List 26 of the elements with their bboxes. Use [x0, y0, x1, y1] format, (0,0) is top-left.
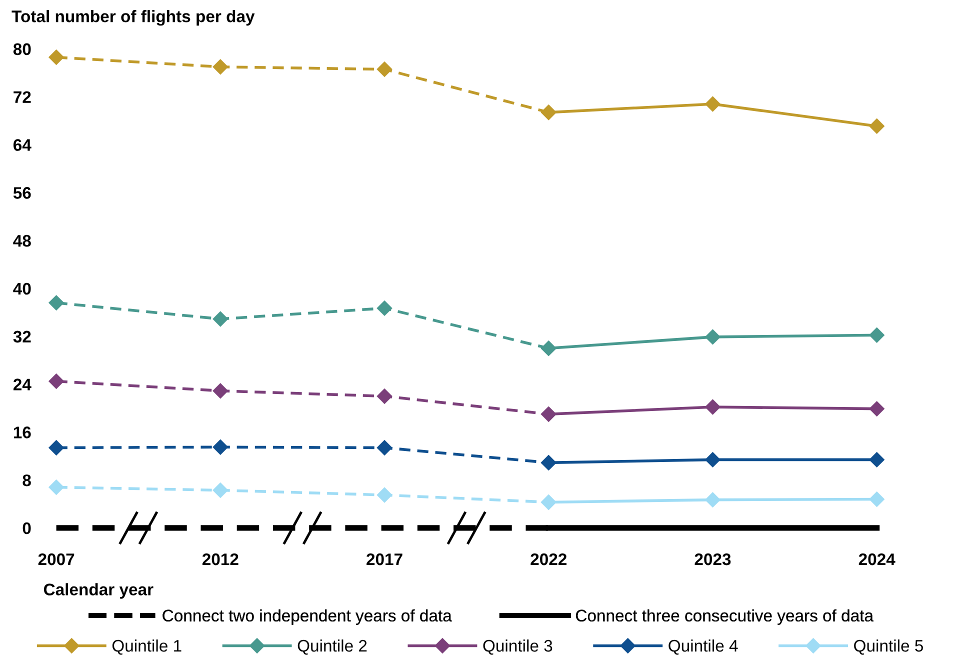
y-axis-title: Total number of flights per day [12, 10, 255, 26]
y-tick-label: 64 [14, 139, 32, 151]
y-tick-label: 32 [13, 330, 31, 343]
x-axis-title: Calendar year [44, 583, 154, 599]
y-tick-label: 24 [13, 378, 32, 390]
y-tick-label: 0 [22, 522, 31, 534]
y-tick-label: 40 [13, 282, 31, 295]
y-tick-label: 80 [13, 43, 31, 56]
legend-label: Quintile 5 [854, 639, 923, 655]
y-tick-label: 8 [22, 474, 31, 486]
y-tick-label: 16 [14, 426, 31, 438]
legend-label: Quintile 2 [298, 639, 367, 655]
legend-label: Connect three consecutive years of data [576, 609, 874, 625]
x-tick-label: 2023 [694, 553, 731, 566]
legend-label: Quintile 1 [112, 639, 182, 655]
x-tick-label: 2007 [38, 553, 74, 566]
x-tick-label: 2017 [366, 553, 402, 566]
x-tick-label: 2012 [202, 553, 238, 566]
legend-label: Connect two independent years of data [162, 609, 452, 625]
y-tick-label: 72 [14, 91, 31, 103]
legend-label: Quintile 3 [483, 639, 552, 655]
y-tick-label: 56 [13, 187, 31, 199]
y-tick-label: 48 [13, 234, 31, 247]
legend-label: Quintile 4 [668, 639, 738, 655]
x-tick-label: 2022 [530, 553, 566, 566]
x-tick-label: 2024 [858, 553, 896, 566]
